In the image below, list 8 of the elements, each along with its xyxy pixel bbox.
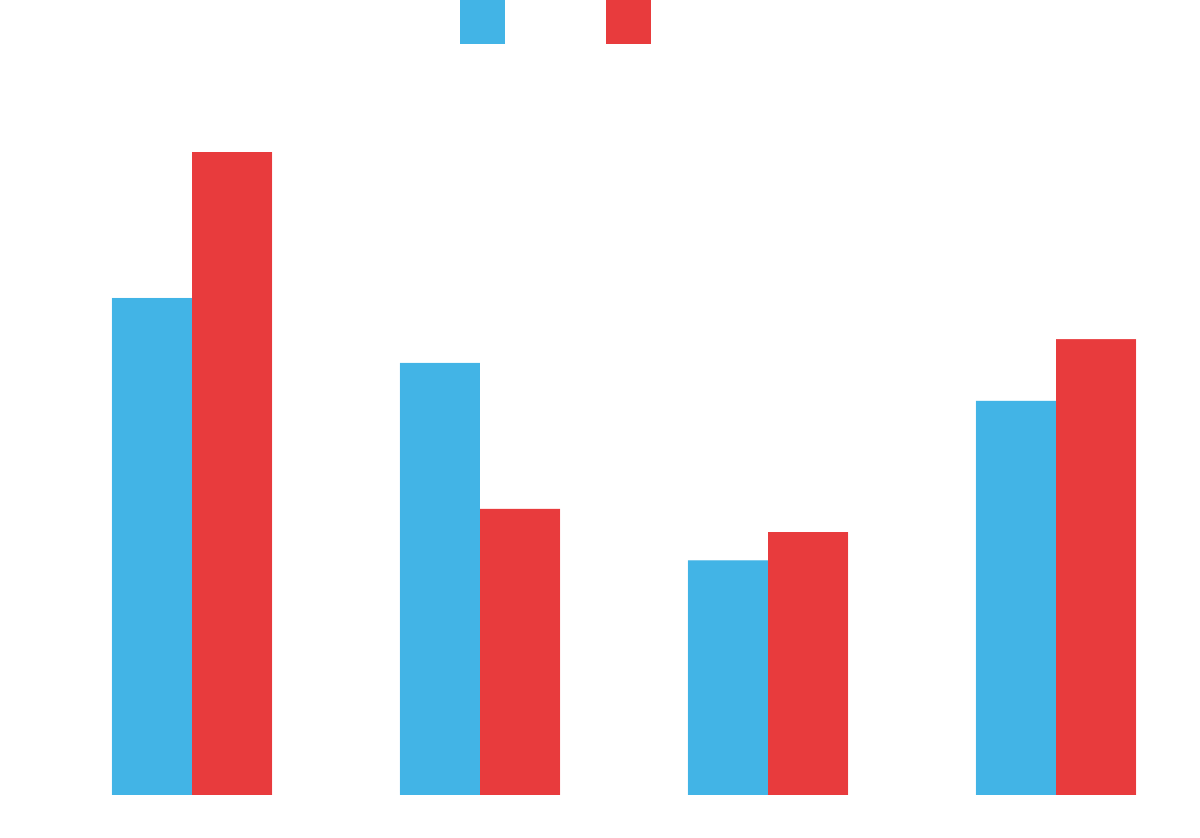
bar xyxy=(1056,339,1137,795)
bar xyxy=(480,508,561,795)
bar xyxy=(399,362,480,795)
bar xyxy=(192,152,273,795)
bar xyxy=(768,532,849,795)
bar xyxy=(687,560,768,795)
bar xyxy=(111,297,192,795)
bar xyxy=(975,400,1056,795)
